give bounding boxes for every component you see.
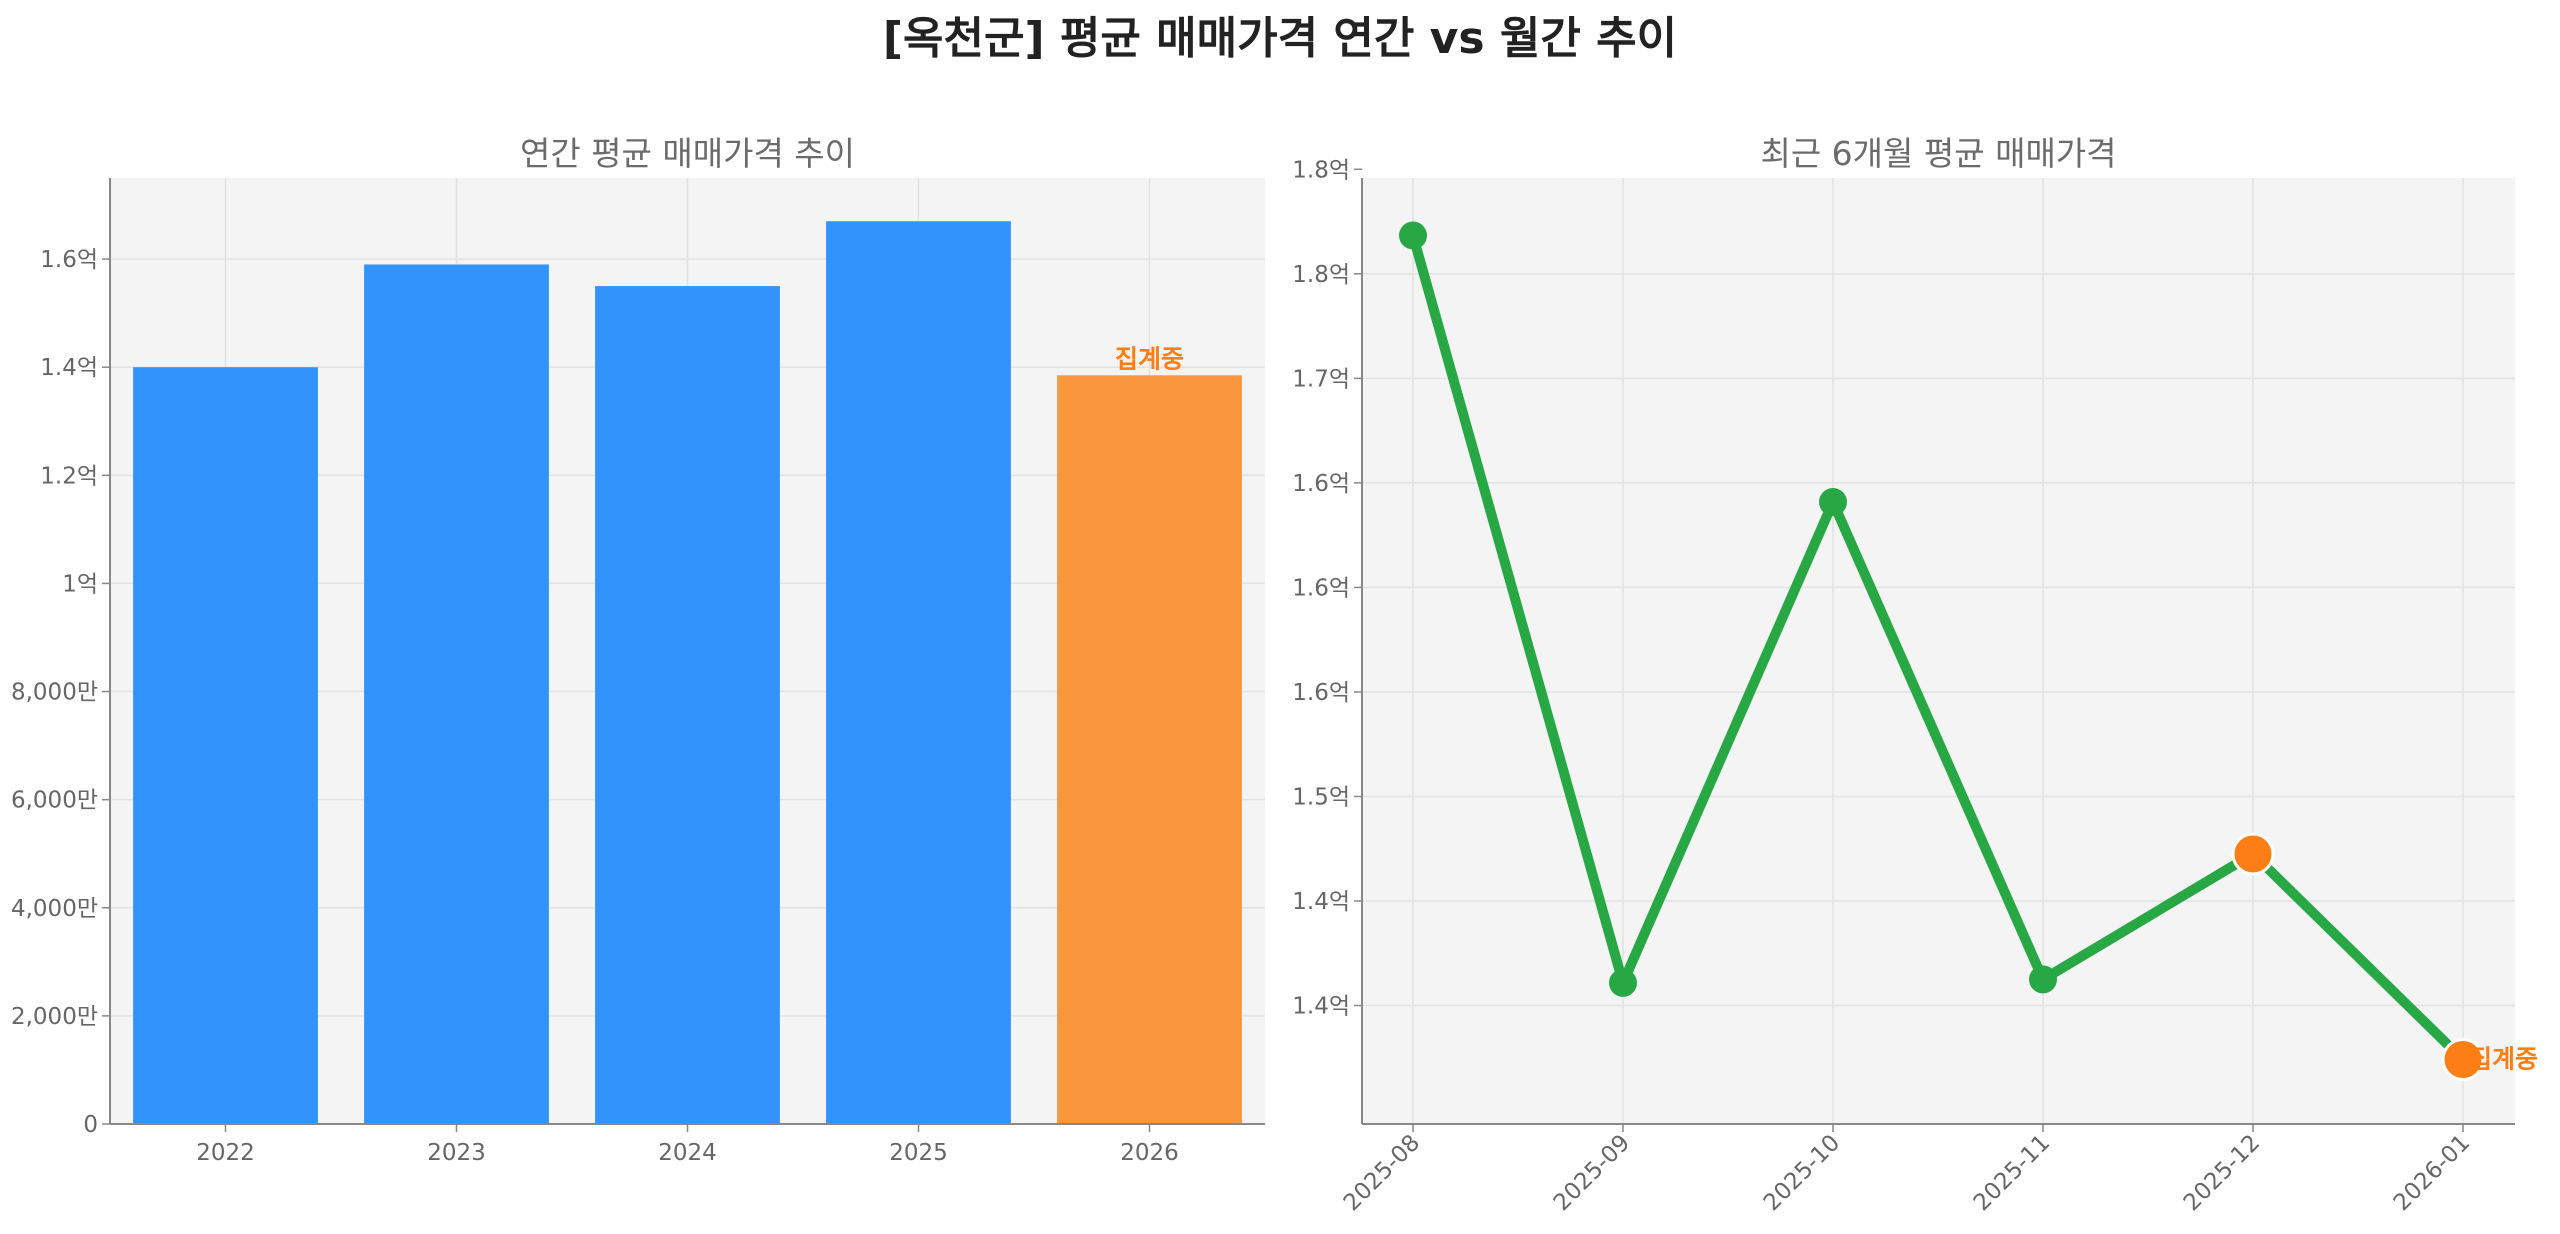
point-annotation: 집계중 <box>2469 1045 2538 1074</box>
y-tick-label: 1.8억 <box>1292 262 1350 288</box>
chart-title: 연간 평균 매매가격 추이 <box>520 134 855 173</box>
y-tick-label: 2,000만 <box>11 1004 98 1030</box>
y-tick-label: 6,000만 <box>11 788 98 814</box>
bar-2024 <box>595 286 780 1125</box>
x-tick-label: 2025-10 <box>1759 1130 1845 1216</box>
point-2026-01 <box>2441 1038 2485 1082</box>
y-tick-label: 0 <box>83 1112 98 1138</box>
y-tick-label: 1.4억 <box>1292 994 1350 1020</box>
chart-title: 최근 6개월 평균 매매가격 <box>1760 134 2116 173</box>
point-2025-10 <box>1819 488 1847 517</box>
y-tick-label: 1.6억 <box>1292 680 1350 706</box>
bar-annotation: 집계중 <box>1115 344 1184 373</box>
annual-bar-chart: 집계중 0 2,000만 4,000만 6,000만 8,000만 1억 1.2억 1.4억 1.… <box>11 134 1265 1166</box>
monthly-line-chart: 집계중 1.4억 1.4억 1.5억 1.6억 1.6억 1.6억 1.7억 1.8억 1.8억 2… <box>1292 134 2538 1216</box>
x-tick-label: 2025-09 <box>1549 1130 1635 1216</box>
y-tick-label: 1.6억 <box>1292 575 1350 601</box>
y-tick-label: 1.4억 <box>1292 889 1350 915</box>
point-2025-12 <box>2231 832 2275 876</box>
x-tick-label: 2024 <box>658 1140 717 1166</box>
y-tick-label: 1.6억 <box>40 247 98 273</box>
x-tick-label: 2023 <box>427 1140 486 1166</box>
page-title: [옥천군] 평균 매매가격 연간 vs 월간 추이 <box>882 13 1678 64</box>
series-line <box>1408 230 2468 1065</box>
x-tick-label: 2025 <box>889 1140 948 1166</box>
y-tick-label: 1.2억 <box>40 463 98 489</box>
y-tick-label: 1억 <box>62 571 98 597</box>
bar-2026 <box>1057 375 1242 1124</box>
y-tick-label: 1.8억 <box>1292 157 1350 183</box>
point-2025-08 <box>1399 221 1427 250</box>
y-tick-label: 4,000만 <box>11 896 98 922</box>
plot-area <box>1362 178 2515 1124</box>
y-tick-label: 1.5억 <box>1292 784 1350 810</box>
x-tick-label: 2025-11 <box>1969 1130 2055 1216</box>
bar-2022 <box>133 367 318 1124</box>
y-tick-label: 8,000만 <box>11 680 98 706</box>
x-tick-label: 2026-01 <box>2389 1130 2475 1216</box>
x-tick-label: 2026 <box>1120 1140 1179 1166</box>
bar-2025 <box>826 221 1011 1124</box>
x-tick-label: 2022 <box>196 1140 255 1166</box>
point-2025-11 <box>2029 965 2057 994</box>
y-tick-label: 1.7억 <box>1292 366 1350 392</box>
y-tick-label: 1.6억 <box>1292 471 1350 497</box>
x-tick-label: 2025-08 <box>1339 1130 1425 1216</box>
point-2025-09 <box>1609 968 1637 997</box>
x-tick-label: 2025-12 <box>2179 1130 2265 1216</box>
bar-2023 <box>364 264 549 1124</box>
y-tick-label: 1.4억 <box>40 355 98 381</box>
